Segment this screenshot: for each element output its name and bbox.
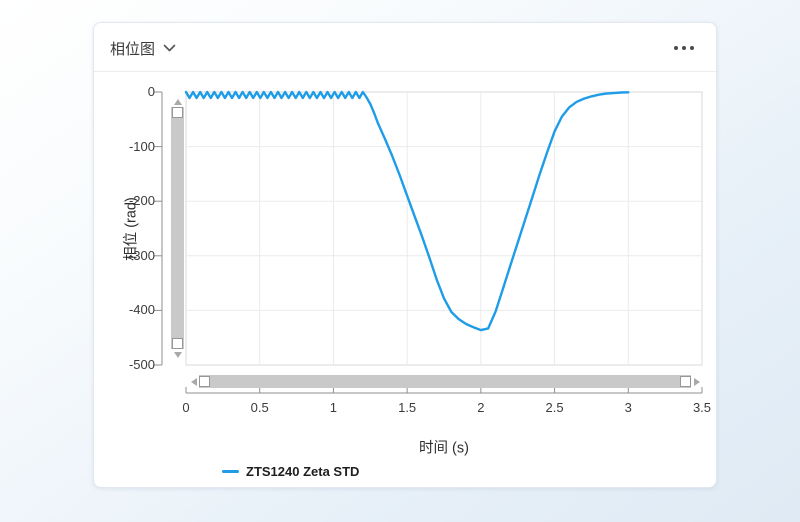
v-scroll-handle-bottom[interactable] <box>172 338 183 349</box>
chevron-down-icon <box>163 44 176 52</box>
x-tick-label: 0 <box>182 400 190 415</box>
chart-type-dropdown[interactable]: 相位图 <box>110 38 176 58</box>
h-scroll-right-button[interactable] <box>691 375 702 388</box>
x-axis-label: 时间 (s) <box>419 440 469 457</box>
triangle-left-icon <box>190 377 197 386</box>
v-scroll-handle-top[interactable] <box>172 107 183 118</box>
h-scroll-handle-left[interactable] <box>199 376 210 387</box>
header-divider <box>94 71 716 72</box>
vertical-scrollbar[interactable] <box>171 96 184 360</box>
more-options-icon <box>674 46 678 50</box>
h-scroll-left-button[interactable] <box>188 375 199 388</box>
legend-series-marker <box>222 469 239 473</box>
chart-title: 相位图 <box>110 40 156 58</box>
more-options-icon <box>690 46 694 50</box>
horizontal-scrollbar[interactable] <box>188 375 702 388</box>
more-options-button[interactable] <box>664 40 704 56</box>
y-tick-label: -200 <box>128 193 155 209</box>
x-tick-label: 3 <box>624 400 632 415</box>
legend-series-label: ZTS1240 Zeta STD <box>246 463 360 479</box>
x-tick-label: 2.5 <box>545 400 564 415</box>
v-scroll-track[interactable] <box>171 107 184 349</box>
h-scroll-handle-right[interactable] <box>680 376 691 387</box>
v-scroll-up-button[interactable] <box>171 96 184 107</box>
legend-item[interactable]: ZTS1240 Zeta STD <box>222 463 359 479</box>
plot-area[interactable] <box>186 92 702 365</box>
y-tick-label: -300 <box>128 247 155 263</box>
y-tick-label: -400 <box>128 302 155 318</box>
y-tick-label: 0 <box>147 84 155 99</box>
y-tick-label: -500 <box>128 357 155 372</box>
triangle-down-icon <box>173 351 182 358</box>
h-scroll-track[interactable] <box>199 375 691 388</box>
more-options-icon <box>682 46 686 50</box>
x-tick-label: 2 <box>477 400 485 415</box>
x-tick-label: 3.5 <box>692 400 712 415</box>
x-tick-label: 1 <box>329 400 338 415</box>
v-scroll-down-button[interactable] <box>171 349 184 360</box>
triangle-up-icon <box>173 98 182 105</box>
y-tick-label: -100 <box>128 138 155 154</box>
x-tick-label: 0.5 <box>250 400 269 415</box>
x-tick-label: 1.5 <box>398 400 417 415</box>
triangle-right-icon <box>693 377 700 386</box>
